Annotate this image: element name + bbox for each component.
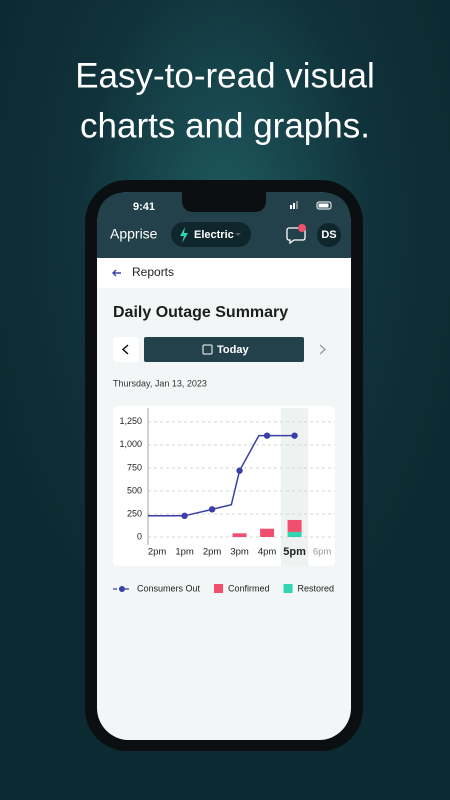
y-tick-label: 0 — [137, 531, 142, 541]
date-label: Thursday, Jan 13, 2023 — [113, 378, 207, 388]
legend-swatch — [283, 584, 293, 593]
y-tick-label: 750 — [127, 462, 142, 472]
bolt-icon — [180, 227, 188, 243]
signal — [296, 201, 298, 209]
line-point — [236, 467, 243, 474]
bar — [287, 519, 302, 532]
legend-swatch — [214, 584, 224, 593]
headline: Easy-to-read visual — [75, 56, 375, 95]
x-tick-label: 2pm — [148, 547, 167, 558]
bar — [260, 528, 275, 537]
nav-bar — [97, 258, 351, 288]
avatar[interactable] — [317, 223, 341, 247]
legend: Consumers Out Confirmed Restored — [113, 583, 334, 593]
battery-level — [318, 203, 329, 208]
x-tick-label: 5pm — [283, 546, 306, 558]
legend-label: Restored — [298, 583, 335, 593]
utility-selector[interactable] — [171, 222, 251, 247]
line-point — [291, 432, 298, 439]
next-day[interactable] — [319, 344, 326, 355]
signal — [293, 203, 295, 209]
notch — [182, 192, 266, 212]
y-tick-label: 1,000 — [119, 439, 142, 449]
line-point — [263, 432, 271, 439]
page-title: Daily Outage Summary — [113, 304, 288, 321]
legend-label: Confirmed — [228, 583, 270, 593]
dropdown-caret — [235, 233, 241, 236]
highlight-band — [280, 408, 309, 566]
legend-swatch — [119, 586, 125, 592]
prev-icon — [121, 344, 129, 355]
legend-label: Consumers Out — [137, 583, 201, 593]
calendar-icon — [202, 344, 213, 355]
bar — [287, 531, 302, 537]
today-button[interactable] — [144, 337, 304, 362]
bar — [232, 533, 247, 537]
app-name: Apprise — [110, 226, 158, 242]
signal — [290, 205, 292, 209]
status-time: 9:41 — [133, 201, 155, 213]
chart-card — [113, 406, 335, 566]
x-tick-label: 4pm — [258, 547, 277, 558]
notification-dot — [298, 224, 306, 232]
y-tick-label: 500 — [127, 485, 142, 495]
back-arrow[interactable] — [112, 269, 121, 277]
prev-day[interactable] — [113, 337, 139, 362]
battery — [316, 201, 332, 210]
y-tick-label: 1,250 — [119, 416, 142, 426]
today-label: Today — [217, 344, 249, 356]
nav-title: Reports — [132, 265, 174, 279]
headline: charts and graphs. — [80, 106, 370, 145]
y-tick-label: 250 — [127, 508, 142, 518]
x-tick-label: 1pm — [175, 547, 194, 558]
x-tick-label: 6pm — [313, 547, 332, 558]
line-point — [181, 512, 188, 520]
x-tick-label: 3pm — [230, 547, 249, 558]
line-point — [208, 506, 216, 513]
x-tick-label: 2pm — [203, 547, 222, 558]
utility-label: Electric — [194, 229, 234, 241]
avatar-initials: DS — [321, 229, 336, 241]
